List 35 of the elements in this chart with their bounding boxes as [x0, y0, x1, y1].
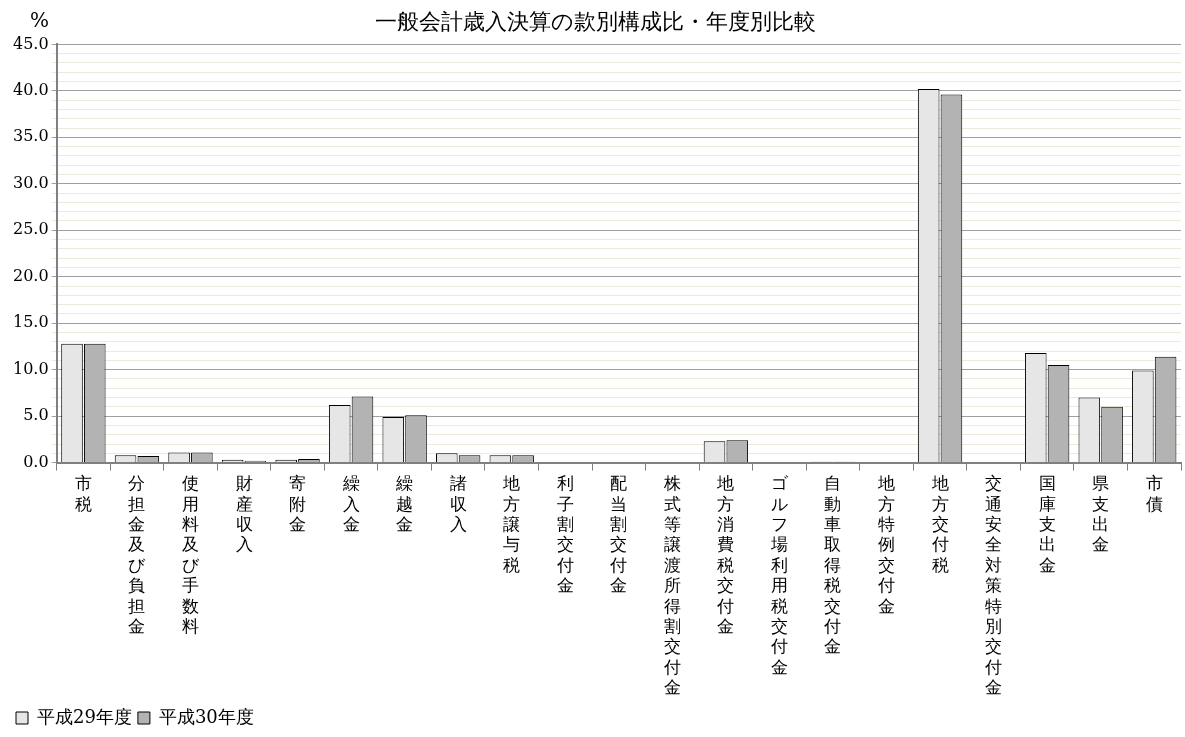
- y-axis-title: %: [30, 8, 50, 33]
- x-tick-label: 市税: [74, 473, 92, 514]
- x-tick-label: 諸収入: [449, 473, 467, 535]
- y-tick-label: 45.0: [13, 33, 49, 53]
- x-tick-label: 分担金及び負担金: [128, 473, 147, 637]
- y-tick-label: 20.0: [13, 265, 49, 285]
- y-tick-label: 25.0: [13, 219, 49, 239]
- x-tick-label: 地方交付税: [930, 473, 949, 575]
- x-tick-label: 繰入金: [341, 473, 360, 535]
- x-tick-label: 使用料及び手数料: [181, 473, 200, 637]
- x-tick-label: 寄附金: [289, 473, 307, 535]
- x-tick-label: 配当割交付金: [609, 473, 628, 596]
- category-label: 自動車取得税交付金: [824, 473, 842, 657]
- x-tick-label: 繰越金: [395, 473, 414, 535]
- x-tick-label: 市債: [1145, 473, 1163, 514]
- category-label: ゴルフ場利用税交付金: [770, 473, 788, 677]
- x-tick-label: 地方譲与税: [502, 473, 521, 575]
- legend-label: 平成30年度: [158, 705, 254, 727]
- y-tick-label: 15.0: [13, 312, 49, 332]
- category-label: 交通安全対策特別交付金: [985, 473, 1003, 698]
- chart-title: 一般会計歳入決算の款別構成比・年度別比較: [375, 8, 816, 34]
- x-tick-label: 国庫支出金: [1038, 473, 1056, 575]
- y-tick-label: 40.0: [13, 80, 49, 100]
- x-tick-label: 財産収入: [235, 473, 253, 555]
- y-tick-label: 0.0: [23, 451, 49, 471]
- x-tick-label: 地方消費税交付金: [716, 473, 735, 637]
- y-tick-label: 35.0: [13, 126, 49, 146]
- y-tick-label: 10.0: [13, 358, 49, 378]
- x-tick-label: 利子割交付金: [555, 473, 574, 596]
- category-label: 株式等譲渡所得割交付金: [663, 473, 681, 698]
- legend-label: 平成29年度: [37, 705, 132, 727]
- x-tick-label: 地方特例交付金: [877, 473, 896, 616]
- y-tick-label: 30.0: [13, 172, 49, 192]
- y-tick-label: 5.0: [23, 405, 49, 425]
- x-tick-label: 県支出金: [1092, 473, 1110, 555]
